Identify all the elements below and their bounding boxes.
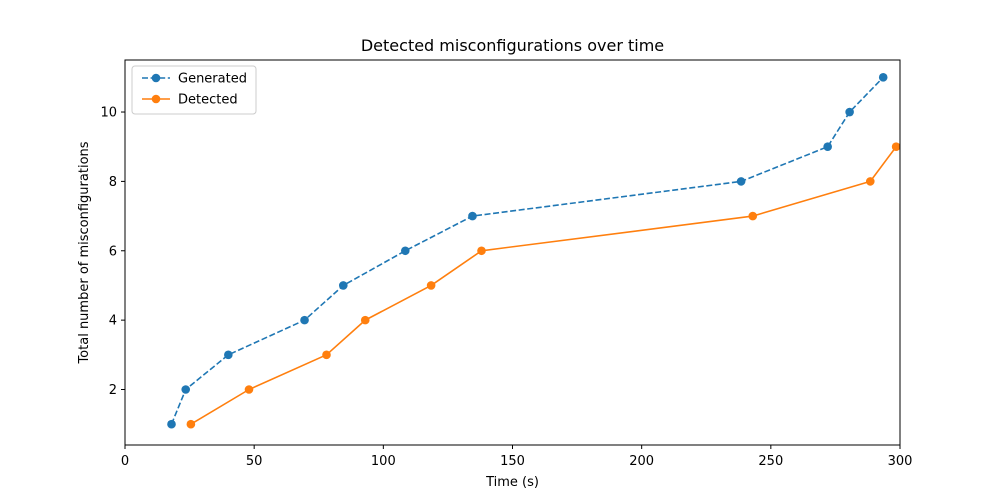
chart-title: Detected misconfigurations over time — [361, 36, 664, 55]
data-point-generated — [878, 73, 888, 82]
y-axis-label: Total number of misconfigurations — [77, 141, 92, 364]
legend: Generated Detected — [131, 65, 257, 115]
data-point-generated — [845, 107, 854, 117]
x-tick-label: 300 — [888, 454, 913, 469]
series-line-generated — [170, 76, 884, 425]
data-point-generated — [224, 350, 233, 360]
x-tick-label: 150 — [500, 454, 525, 469]
data-point-detected — [891, 142, 901, 152]
legend-label-generated: Generated — [178, 72, 247, 87]
y-tick-label: 6 — [109, 244, 117, 259]
data-point-generated — [338, 281, 348, 290]
data-point-generated — [400, 246, 410, 256]
data-point-generated — [300, 315, 309, 325]
y-tick-label: 8 — [109, 175, 117, 190]
data-point-generated — [736, 177, 746, 186]
x-tick-label: 50 — [246, 454, 263, 469]
data-point-generated — [181, 385, 191, 394]
y-tick-label: 2 — [109, 383, 117, 398]
data-point-detected — [748, 211, 758, 221]
data-point-generated — [167, 419, 176, 429]
x-tick-label: 100 — [371, 454, 396, 469]
y-tick-label: 4 — [109, 314, 117, 329]
plot-frame — [124, 59, 901, 446]
series-line-detected — [190, 146, 897, 425]
x-tick-label: 200 — [629, 454, 654, 469]
y-tick-label: 10 — [100, 106, 117, 121]
legend-marker-generated — [151, 73, 161, 83]
data-point-detected — [244, 385, 254, 394]
legend-label-detected: Detected — [178, 93, 238, 108]
data-point-generated — [468, 211, 477, 221]
x-axis-label: Time (s) — [485, 475, 539, 490]
data-point-detected — [322, 350, 331, 360]
x-tick-label: 0 — [121, 454, 129, 469]
data-point-detected — [360, 315, 370, 325]
legend-marker-detected — [151, 94, 161, 104]
plot-area — [167, 73, 901, 429]
data-point-detected — [865, 177, 875, 186]
axes: 0 50 100 150 200 250 300 2 4 6 8 10 — [100, 59, 913, 469]
data-point-detected — [477, 246, 486, 256]
data-point-detected — [186, 419, 196, 429]
x-tick-label: 250 — [758, 454, 783, 469]
data-point-generated — [823, 142, 832, 152]
data-point-detected — [426, 281, 436, 290]
